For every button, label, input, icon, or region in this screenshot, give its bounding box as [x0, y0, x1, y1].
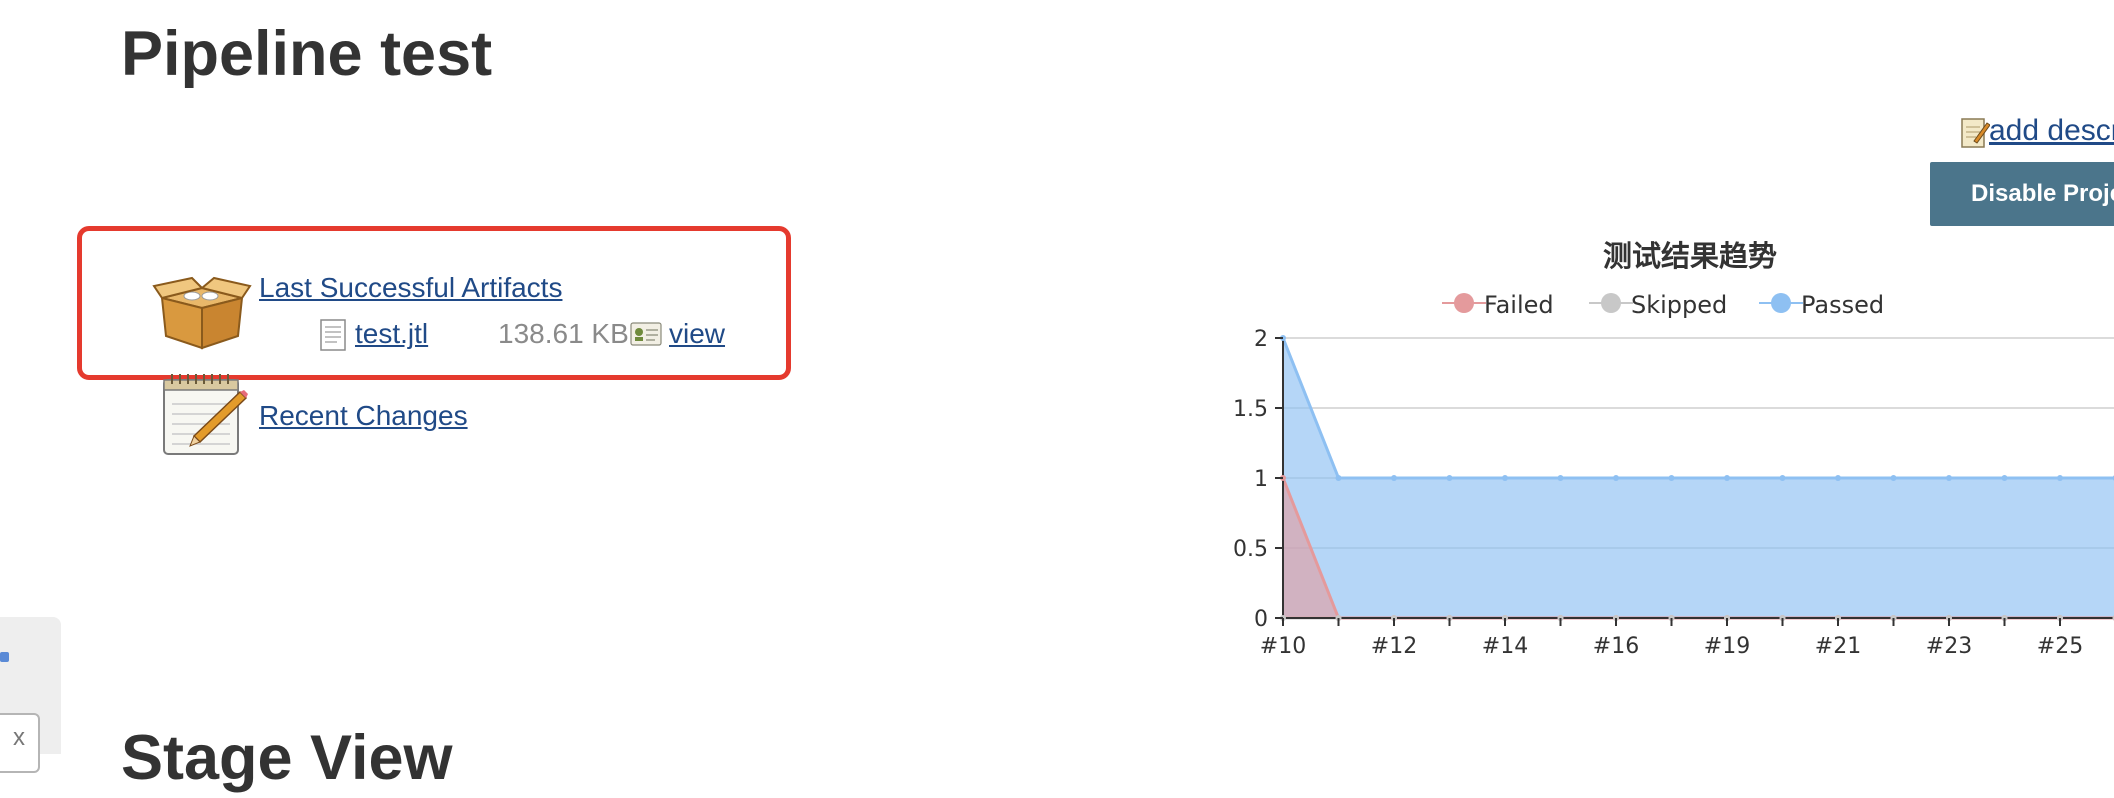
artifact-file-link[interactable]: test.jtl	[355, 316, 428, 352]
artifact-view-link[interactable]: view	[669, 316, 725, 352]
legend-label: Failed	[1484, 291, 1554, 319]
x-tick-label: #19	[1704, 634, 1750, 659]
point-passed	[1724, 475, 1730, 481]
y-tick-label: 1.5	[1233, 397, 1268, 422]
point-passed	[1336, 475, 1342, 481]
y-tick-label: 0	[1254, 607, 1268, 632]
page-title: Pipeline test	[121, 14, 492, 94]
add-description-link[interactable]: add description	[1989, 112, 2114, 150]
point-passed	[1669, 475, 1675, 481]
point-passed	[1502, 475, 1508, 481]
chart-title: 测试结果趋势	[1603, 239, 1777, 273]
disable-project-button[interactable]: Disable Project	[1930, 162, 2114, 226]
x-tick-label: #14	[1482, 634, 1528, 659]
x-tick-label: #21	[1815, 634, 1861, 659]
y-tick-label: 1	[1254, 467, 1268, 492]
last-successful-artifacts-link[interactable]: Last Successful Artifacts	[259, 270, 562, 306]
notepad-edit-icon[interactable]	[1960, 115, 1990, 149]
fingerprint-card-icon[interactable]	[630, 320, 662, 348]
legend-label: Passed	[1801, 291, 1884, 319]
legend-item-failed[interactable]: Failed	[1442, 291, 1554, 319]
close-icon[interactable]: x	[13, 723, 25, 753]
x-tick-label: #25	[2037, 634, 2083, 659]
point-passed	[2002, 475, 2008, 481]
point-passed	[1946, 475, 1952, 481]
side-panel-indicator[interactable]	[0, 652, 9, 662]
point-passed	[1780, 475, 1786, 481]
point-passed	[1891, 475, 1897, 481]
x-tick-label: #16	[1593, 634, 1639, 659]
recent-changes-link[interactable]: Recent Changes	[259, 398, 468, 434]
point-passed	[1447, 475, 1453, 481]
notepad-pencil-icon	[160, 370, 248, 458]
y-tick-label: 0.5	[1233, 537, 1268, 562]
y-tick-label: 2	[1254, 327, 1268, 352]
legend-item-skipped[interactable]: Skipped	[1589, 291, 1727, 319]
artifact-file-size: 138.61 KB	[498, 316, 629, 352]
chart-legend[interactable]: Failed Skipped Passed	[1442, 291, 1884, 319]
point-passed	[1835, 475, 1841, 481]
x-tick-label: #23	[1926, 634, 1972, 659]
chart-areas	[1283, 338, 2114, 618]
x-tick-label: #12	[1371, 634, 1417, 659]
x-tick-label: #10	[1260, 634, 1306, 659]
point-passed	[1391, 475, 1397, 481]
document-icon	[319, 318, 347, 352]
point-passed	[1613, 475, 1619, 481]
stage-view-title: Stage View	[121, 718, 453, 798]
package-icon	[152, 270, 252, 350]
legend-label: Skipped	[1631, 291, 1727, 319]
test-result-trend-chart: 测试结果趋势 Failed Skipped Passed 0 0.5 1 1.5 2 #10 #…	[1220, 225, 2114, 665]
point-passed	[2057, 475, 2063, 481]
point-passed	[1558, 475, 1564, 481]
legend-item-passed[interactable]: Passed	[1759, 291, 1884, 319]
